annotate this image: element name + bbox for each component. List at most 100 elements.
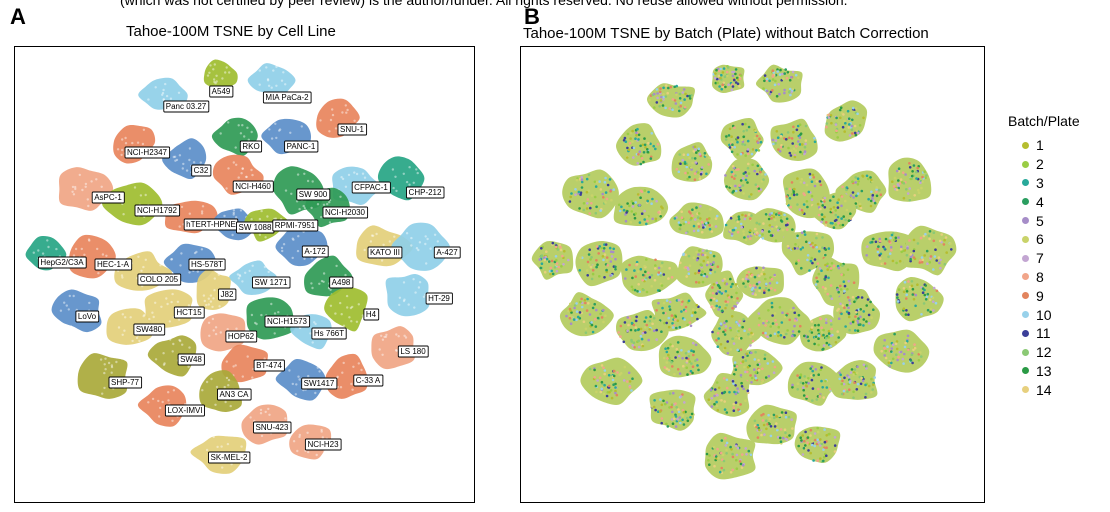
batch-point xyxy=(594,211,598,215)
batch-point xyxy=(736,153,739,156)
batch-point xyxy=(700,273,703,277)
batch-point xyxy=(843,284,847,288)
batch-point xyxy=(656,92,659,95)
point-marker xyxy=(172,389,176,392)
batch-point xyxy=(694,359,697,363)
batch-point xyxy=(600,380,604,384)
batch-point xyxy=(854,202,858,205)
batch-point xyxy=(851,191,855,194)
point-marker xyxy=(251,264,254,267)
batch-point xyxy=(654,147,657,151)
batch-point xyxy=(734,189,738,193)
point-marker xyxy=(316,366,319,369)
point-marker xyxy=(215,385,219,389)
batch-point xyxy=(570,192,573,195)
batch-point xyxy=(784,68,787,71)
batch-point xyxy=(745,129,749,132)
batch-point xyxy=(837,317,841,321)
batch-cluster xyxy=(651,292,707,332)
batch-point xyxy=(904,341,907,345)
batch-point xyxy=(785,187,788,191)
batch-point xyxy=(833,444,837,447)
batch-point xyxy=(732,382,735,385)
batch-point xyxy=(844,325,847,328)
batch-point xyxy=(776,68,779,71)
batch-point xyxy=(554,245,558,249)
batch-point xyxy=(660,265,663,268)
batch-point xyxy=(608,246,612,250)
point-marker xyxy=(207,303,210,306)
batch-point xyxy=(643,189,647,192)
batch-point xyxy=(673,316,676,319)
batch-point xyxy=(660,421,663,425)
batch-point xyxy=(903,352,906,356)
batch-point xyxy=(810,256,813,260)
point-marker xyxy=(319,119,322,122)
batch-point xyxy=(817,334,821,337)
batch-point xyxy=(660,95,663,99)
point-marker xyxy=(188,147,192,150)
batch-point xyxy=(775,323,778,326)
batch-point xyxy=(717,74,721,78)
batch-point xyxy=(775,130,779,133)
batch-point xyxy=(698,152,702,156)
batch-point xyxy=(905,297,908,300)
batch-point xyxy=(722,330,725,334)
point-marker xyxy=(216,445,219,449)
batch-point xyxy=(810,194,814,198)
batch-point xyxy=(664,402,667,406)
point-marker xyxy=(188,158,191,162)
cluster-label: SW1417 xyxy=(304,379,335,388)
batch-point xyxy=(906,247,909,250)
batch-point xyxy=(671,410,674,414)
batch-point xyxy=(720,87,723,91)
batch-point xyxy=(921,287,925,290)
cluster-label: LoVo xyxy=(78,312,97,321)
batch-point xyxy=(738,319,742,323)
batch-point xyxy=(728,390,731,394)
batch-point xyxy=(909,177,912,181)
batch-point xyxy=(728,146,732,149)
batch-point xyxy=(918,259,922,262)
batch-point xyxy=(604,243,608,246)
batch-point xyxy=(775,281,779,285)
batch-point xyxy=(909,287,912,290)
batch-point xyxy=(867,258,870,261)
batch-point xyxy=(806,441,809,445)
batch-point xyxy=(691,371,694,375)
batch-point xyxy=(848,381,852,384)
point-marker xyxy=(200,212,204,215)
batch-point xyxy=(574,188,577,191)
batch-point xyxy=(650,274,654,277)
cluster-label-box xyxy=(75,310,100,323)
batch-point xyxy=(792,193,796,197)
cluster-label-box xyxy=(337,123,368,136)
batch-point xyxy=(815,398,819,401)
point-marker xyxy=(220,445,223,448)
batch-point xyxy=(799,373,803,377)
batch-point xyxy=(617,203,621,207)
batch-point xyxy=(724,174,727,177)
point-marker xyxy=(241,280,244,283)
batch-cluster xyxy=(559,292,614,337)
point-marker xyxy=(259,412,263,415)
point-marker xyxy=(104,357,107,360)
batch-point xyxy=(643,320,646,323)
cluster-label: A498 xyxy=(332,278,351,287)
batch-point xyxy=(839,288,843,291)
batch-point xyxy=(792,130,795,134)
batch-point xyxy=(774,239,778,242)
batch-point xyxy=(789,308,793,312)
batch-point xyxy=(625,156,629,159)
batch-point xyxy=(744,359,748,362)
batch-point xyxy=(824,223,827,227)
point-marker xyxy=(408,166,411,169)
batch-point xyxy=(762,87,765,90)
point-marker xyxy=(151,311,154,314)
batch-point xyxy=(817,272,821,276)
batch-point xyxy=(853,131,857,135)
batch-point xyxy=(640,212,644,215)
batch-point xyxy=(688,97,692,100)
batch-point xyxy=(874,240,878,244)
legend-item: 11 xyxy=(1008,324,1080,343)
